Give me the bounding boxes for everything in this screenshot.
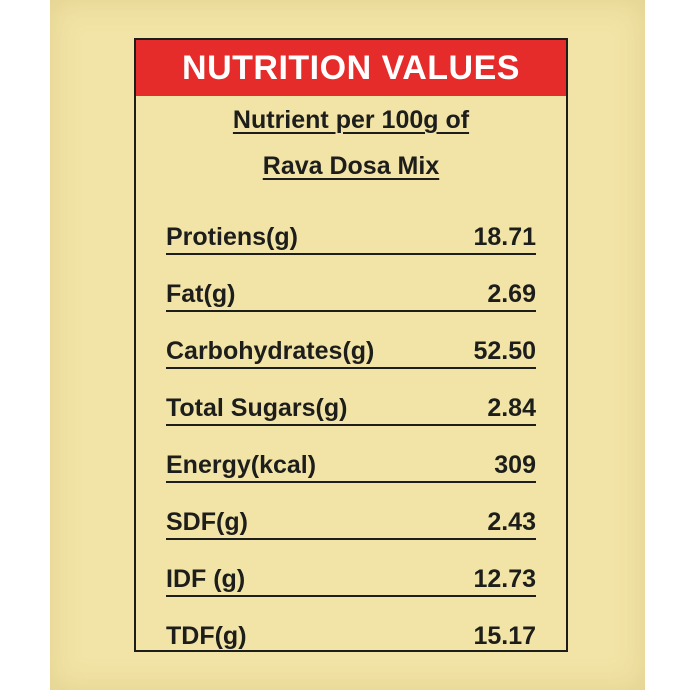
nutrient-value: 12.73 bbox=[473, 565, 536, 593]
subtitle-line-2: Rava Dosa Mix bbox=[262, 152, 440, 180]
nutrient-row-tdf: TDF(g) 15.17 bbox=[166, 597, 536, 654]
nutrient-value: 52.50 bbox=[473, 337, 536, 365]
nutrient-value: 309 bbox=[494, 451, 536, 479]
nutrition-panel: NUTRITION VALUES Nutrient per 100g of Ra… bbox=[134, 38, 568, 652]
row-divider bbox=[166, 538, 536, 540]
package-background bbox=[50, 0, 645, 690]
nutrient-label: Protiens(g) bbox=[166, 223, 298, 251]
nutrient-value: 2.43 bbox=[487, 508, 536, 536]
row-divider bbox=[166, 367, 536, 369]
nutrient-value: 2.84 bbox=[487, 394, 536, 422]
nutrient-label: SDF(g) bbox=[166, 508, 248, 536]
panel-title: NUTRITION VALUES bbox=[136, 40, 566, 96]
nutrient-label: Energy(kcal) bbox=[166, 451, 317, 479]
nutrient-label: IDF (g) bbox=[166, 565, 246, 593]
nutrient-row-idf: IDF (g) 12.73 bbox=[166, 540, 536, 597]
nutrient-value: 2.69 bbox=[487, 280, 536, 308]
nutrient-label: Fat(g) bbox=[166, 280, 236, 308]
nutrient-value: 15.17 bbox=[473, 622, 536, 650]
row-divider bbox=[166, 310, 536, 312]
nutrient-row-carbohydrates: Carbohydrates(g) 52.50 bbox=[166, 312, 536, 369]
nutrient-row-energy: Energy(kcal) 309 bbox=[166, 426, 536, 483]
nutrient-row-sdf: SDF(g) 2.43 bbox=[166, 483, 536, 540]
row-divider bbox=[166, 253, 536, 255]
nutrient-row-fat: Fat(g) 2.69 bbox=[166, 255, 536, 312]
nutrient-label: TDF(g) bbox=[166, 622, 247, 650]
row-divider bbox=[166, 424, 536, 426]
row-divider bbox=[166, 595, 536, 597]
nutrient-row-protein: Protiens(g) 18.71 bbox=[166, 198, 536, 255]
nutrient-label: Total Sugars(g) bbox=[166, 394, 348, 422]
nutrient-label: Carbohydrates(g) bbox=[166, 337, 375, 365]
nutrient-value: 18.71 bbox=[473, 223, 536, 251]
nutrient-table: Protiens(g) 18.71 Fat(g) 2.69 Carbohydra… bbox=[166, 198, 536, 654]
subtitle-line-1: Nutrient per 100g of bbox=[232, 106, 470, 134]
nutrient-row-total-sugars: Total Sugars(g) 2.84 bbox=[166, 369, 536, 426]
row-divider bbox=[166, 481, 536, 483]
